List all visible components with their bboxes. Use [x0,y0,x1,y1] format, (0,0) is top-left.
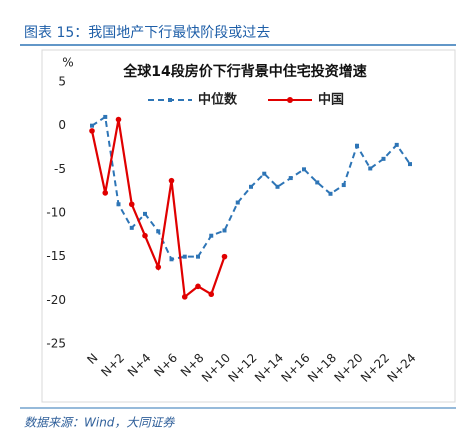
marker [408,162,412,167]
marker [249,184,253,189]
marker [89,128,95,134]
x-tick-label: N+10 [199,351,233,385]
legend-marker [287,97,293,103]
marker [341,183,346,188]
marker [116,202,121,207]
marker [221,253,228,260]
legend-label: 中位数 [198,92,238,108]
x-tick-label: N+18 [305,351,339,385]
marker [368,166,373,171]
x-tick-label: N+24 [384,351,418,385]
marker [315,180,320,185]
legend-marker [168,98,172,102]
x-tick-label: N+20 [331,351,365,385]
marker [143,211,147,216]
chart-title: 全球14段房价下行背景中住宅投资增速 [122,63,366,80]
marker [195,283,201,290]
header-title: 图表 15：我国地产下行最快阶段或过去 [24,25,270,41]
x-tick-label: N [84,351,100,367]
series-line [90,119,226,299]
x-tick-label: N+4 [125,351,154,380]
y-tick-label: -5 [54,162,66,176]
marker [381,156,386,161]
y-tick-label: -15 [46,249,66,263]
y-tick-label: -25 [46,337,66,351]
x-tick-label: N+14 [252,351,286,385]
marker [128,201,135,208]
marker [288,176,293,181]
marker [262,171,267,176]
marker [129,225,134,230]
marker [235,200,240,205]
marker [302,167,306,172]
marker [90,123,94,128]
marker [209,233,214,238]
y-tick-label: -20 [46,293,66,307]
y-tick-label: 5 [58,75,66,89]
marker [182,254,187,259]
marker [168,177,175,184]
marker [156,229,161,234]
marker [142,232,148,239]
marker [394,142,399,147]
x-tick-label: N+2 [98,351,127,380]
marker [103,114,108,119]
marker [115,116,122,123]
source: 数据来源：Wind，大同证券 [24,416,175,430]
marker [208,291,215,298]
y-tick-label: -10 [46,206,66,220]
x-tick-label: N+16 [278,351,312,385]
marker [355,143,359,148]
marker [169,257,174,262]
x-tick-label: N+22 [358,351,392,385]
marker [328,191,333,196]
marker [155,264,162,270]
legend-label: 中国 [318,92,344,108]
marker [222,228,227,233]
x-tick-label: N+6 [151,351,180,380]
y-tick-label: 0 [58,118,66,132]
marker [196,254,200,259]
y-label: % [62,56,73,70]
chart-frame [41,49,456,403]
marker [102,190,109,196]
x-tick-label: N+12 [225,351,259,385]
marker [275,184,280,189]
marker [181,294,188,300]
